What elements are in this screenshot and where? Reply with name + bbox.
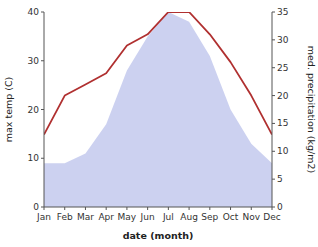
y-tick-label: 30: [28, 56, 40, 66]
y-tick-label: 10: [28, 153, 40, 163]
y2-tick: [272, 95, 275, 96]
x-tick-label: Apr: [98, 212, 114, 222]
chart: JanFebMarAprMayJunJulAugSepOctNovDec0102…: [0, 0, 318, 247]
x-tick: [251, 207, 252, 210]
y2-axis-line: [272, 12, 273, 207]
x-tick-label: Sep: [201, 212, 218, 222]
y-tick-label: 40: [28, 7, 40, 17]
y2-tick-label: 25: [277, 63, 288, 73]
x-tick-label: Nov: [242, 212, 260, 222]
plot-area: [44, 12, 272, 207]
area: [44, 12, 272, 207]
x-tick: [64, 207, 65, 210]
y2-tick: [272, 39, 275, 40]
y2-tick: [272, 67, 275, 68]
line: [44, 12, 272, 135]
x-axis-label: date (month): [123, 230, 194, 241]
x-tick-label: Jan: [36, 212, 51, 222]
y2-axis-label: med. precipitation (kg/m2): [306, 46, 317, 173]
y2-tick-label: 5: [277, 174, 283, 184]
y2-tick: [272, 179, 275, 180]
x-tick: [85, 207, 86, 210]
y2-tick-label: 10: [277, 146, 289, 156]
x-tick-label: Aug: [180, 212, 198, 222]
x-tick-label: May: [118, 212, 137, 222]
x-tick: [147, 207, 148, 210]
y2-tick: [272, 12, 275, 13]
y2-tick: [272, 207, 275, 208]
y2-tick-label: 0: [277, 202, 283, 212]
x-tick: [168, 207, 169, 210]
x-tick-label: Mar: [77, 212, 94, 222]
y-tick: [41, 12, 44, 13]
y-tick: [41, 158, 44, 159]
y2-tick-label: 35: [277, 7, 288, 17]
x-tick: [209, 207, 210, 210]
y2-tick-label: 30: [277, 35, 289, 45]
x-tick: [106, 207, 107, 210]
y-tick-label: 0: [33, 202, 39, 212]
y-tick: [41, 109, 44, 110]
y2-tick: [272, 123, 275, 124]
y-tick: [41, 60, 44, 61]
y-tick: [41, 207, 44, 208]
y2-tick: [272, 151, 275, 152]
x-tick: [230, 207, 231, 210]
y-axis-label: max temp (C): [3, 77, 14, 143]
x-tick: [126, 207, 127, 210]
x-axis-line: [44, 207, 272, 208]
x-tick-label: Dec: [263, 212, 280, 222]
y2-tick-label: 20: [277, 91, 289, 101]
x-tick-label: Jul: [162, 212, 174, 222]
x-tick-label: Oct: [223, 212, 239, 222]
y-tick-label: 20: [28, 105, 40, 115]
x-tick-label: Jun: [140, 212, 155, 222]
y2-tick-label: 15: [277, 118, 288, 128]
x-tick: [189, 207, 190, 210]
x-tick-label: Feb: [57, 212, 73, 222]
